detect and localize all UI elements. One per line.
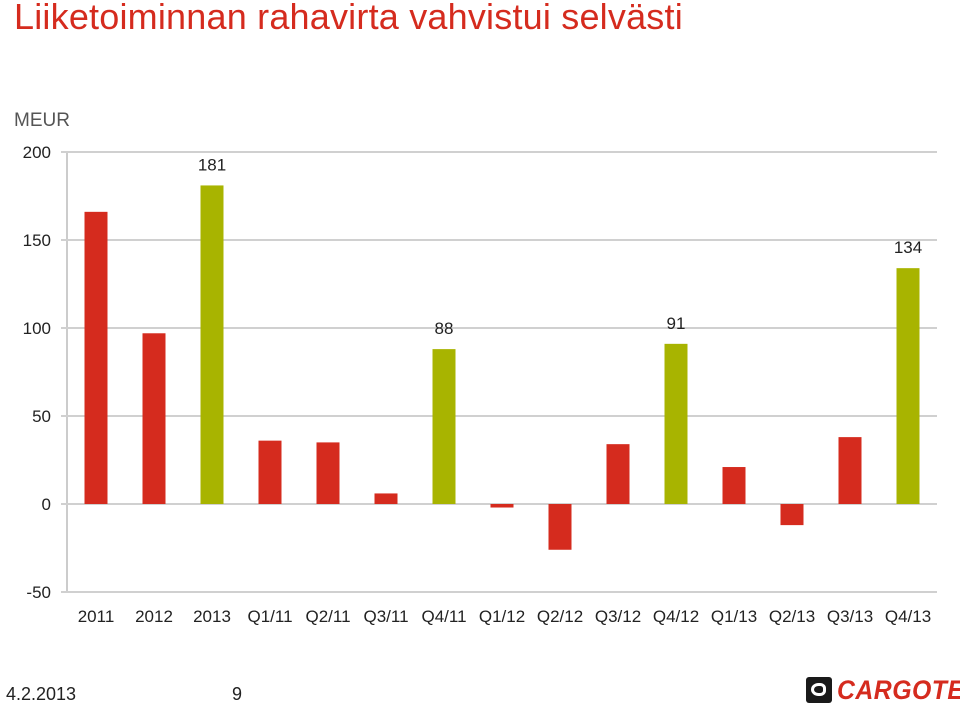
unit-label: MEUR bbox=[14, 110, 70, 131]
bar bbox=[258, 440, 282, 504]
data-label: 88 bbox=[435, 319, 454, 338]
x-tick-label: 2012 bbox=[135, 607, 173, 626]
y-tick-label: 200 bbox=[23, 143, 51, 162]
logo-icon bbox=[806, 677, 832, 703]
x-tick-label: Q1/13 bbox=[711, 607, 757, 626]
x-tick-label: Q2/11 bbox=[305, 607, 350, 626]
x-tick-label: Q4/11 bbox=[421, 607, 466, 626]
bar bbox=[316, 442, 340, 504]
y-tick-label: 150 bbox=[23, 231, 51, 250]
slide-title: Liiketoiminnan rahavirta vahvistui selvä… bbox=[14, 0, 683, 37]
data-label: 181 bbox=[198, 155, 226, 174]
bar bbox=[780, 504, 804, 526]
y-tick-label: 100 bbox=[23, 319, 51, 338]
bar bbox=[664, 343, 688, 504]
x-tick-label: Q3/13 bbox=[827, 607, 873, 626]
x-tick-label: Q3/11 bbox=[363, 607, 408, 626]
footer-date: 4.2.2013 bbox=[6, 684, 77, 704]
x-tick-label: Q1/12 bbox=[479, 607, 525, 626]
y-tick-label: 0 bbox=[42, 495, 51, 514]
bar bbox=[142, 333, 166, 504]
bar bbox=[896, 268, 920, 504]
x-tick-label: 2013 bbox=[193, 607, 231, 626]
bar bbox=[374, 493, 398, 504]
x-tick-label: Q2/12 bbox=[537, 607, 583, 626]
bar bbox=[432, 349, 456, 504]
logo-wordmark: CARGOTEC bbox=[837, 674, 960, 705]
bar bbox=[548, 504, 572, 550]
bar bbox=[490, 504, 514, 508]
cargotec-logo: CARGOTEC bbox=[806, 675, 960, 705]
page-number: 9 bbox=[232, 684, 243, 704]
x-tick-label: Q1/11 bbox=[247, 607, 292, 626]
x-tick-label: Q2/13 bbox=[769, 607, 815, 626]
data-label: 134 bbox=[894, 238, 922, 257]
bar bbox=[722, 467, 746, 504]
bar bbox=[200, 185, 224, 504]
x-tick-label: 2011 bbox=[78, 607, 115, 626]
y-tick-label: 50 bbox=[32, 407, 51, 426]
x-tick-label: Q3/12 bbox=[595, 607, 641, 626]
y-tick-label: -50 bbox=[26, 583, 51, 602]
bar bbox=[84, 211, 108, 504]
x-tick-label: Q4/13 bbox=[885, 607, 931, 626]
x-tick-label: Q4/12 bbox=[653, 607, 699, 626]
data-label: 91 bbox=[667, 314, 686, 333]
bar bbox=[606, 444, 630, 504]
bar bbox=[838, 437, 862, 504]
